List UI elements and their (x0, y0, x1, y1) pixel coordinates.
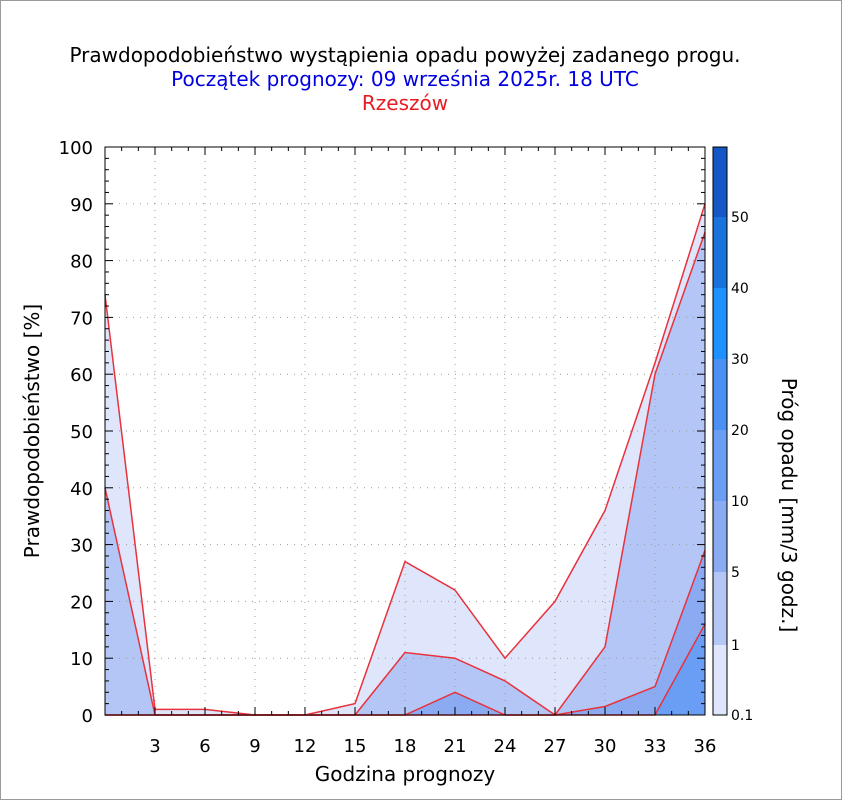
chart-title: Prawdopodobieństwo wystąpienia opadu pow… (69, 43, 740, 67)
colorbar-segment (713, 217, 727, 288)
x-axis-label: Godzina prognozy (315, 762, 496, 786)
x-tick-label: 27 (544, 736, 567, 757)
colorbar-labels: 0.1 1 5 10 20 30 40 50 (731, 210, 753, 724)
y-tick-label: 30 (70, 536, 93, 557)
chart-location: Rzeszów (362, 91, 448, 115)
colorbar-tick-label: 1 (731, 638, 740, 654)
colorbar (712, 146, 728, 716)
x-tick-label: 21 (444, 736, 467, 757)
colorbar-segment (713, 430, 727, 501)
area-series-5 (105, 550, 705, 715)
colorbar-border (712, 146, 728, 716)
area-layers (105, 203, 705, 716)
x-tick-label: 18 (394, 736, 417, 757)
y-tick-labels: 0 10 20 30 40 50 60 70 80 90 100 (59, 138, 93, 727)
colorbar-tick-label: 10 (731, 494, 749, 510)
colorbar-segment (713, 359, 727, 430)
y-tick-label: 10 (70, 649, 93, 670)
colorbar-tick-label: 0.1 (731, 708, 753, 724)
colorbar-tick-label: 40 (731, 281, 749, 297)
y-tick-label: 70 (70, 308, 93, 329)
y-axis-label: Prawdopodobieństwo [%] (20, 304, 44, 558)
y-tick-label: 0 (82, 706, 93, 727)
colorbar-tick-label: 50 (731, 210, 749, 226)
x-tick-label: 15 (344, 736, 367, 757)
colorbar-tick-label: 20 (731, 423, 749, 439)
colorbar-segment (713, 645, 727, 715)
x-tick-label: 30 (594, 736, 617, 757)
y-tick-label: 20 (70, 592, 93, 613)
area-series-1 (105, 232, 705, 715)
colorbar-segment (713, 501, 727, 572)
y-tick-label: 60 (70, 365, 93, 386)
y-tick-label: 100 (59, 138, 93, 159)
x-tick-label: 9 (249, 736, 260, 757)
x-tick-label: 33 (644, 736, 667, 757)
y-tick-label: 80 (70, 252, 93, 273)
y-tick-label: 40 (70, 479, 93, 500)
x-tick-labels: 3 6 9 12 15 18 21 24 27 30 33 36 (149, 736, 716, 757)
axis-ticks (104, 146, 706, 716)
x-tick-label: 3 (149, 736, 160, 757)
colorbar-segment (713, 572, 727, 645)
y-tick-label: 50 (70, 422, 93, 443)
colorbar-tick-label: 30 (731, 352, 749, 368)
x-tick-label: 24 (494, 736, 517, 757)
x-tick-label: 6 (199, 736, 210, 757)
colorbar-segment (713, 288, 727, 359)
y-tick-label: 90 (70, 195, 93, 216)
colorbar-segment (713, 147, 727, 217)
colorbar-tick-label: 5 (731, 565, 740, 581)
x-tick-label: 36 (694, 736, 717, 757)
x-tick-label: 12 (294, 736, 317, 757)
chart-subtitle: Początek prognozy: 09 września 2025r. 18… (171, 67, 639, 91)
colorbar-label: Próg opadu [mm/3 godz.] (777, 378, 801, 633)
